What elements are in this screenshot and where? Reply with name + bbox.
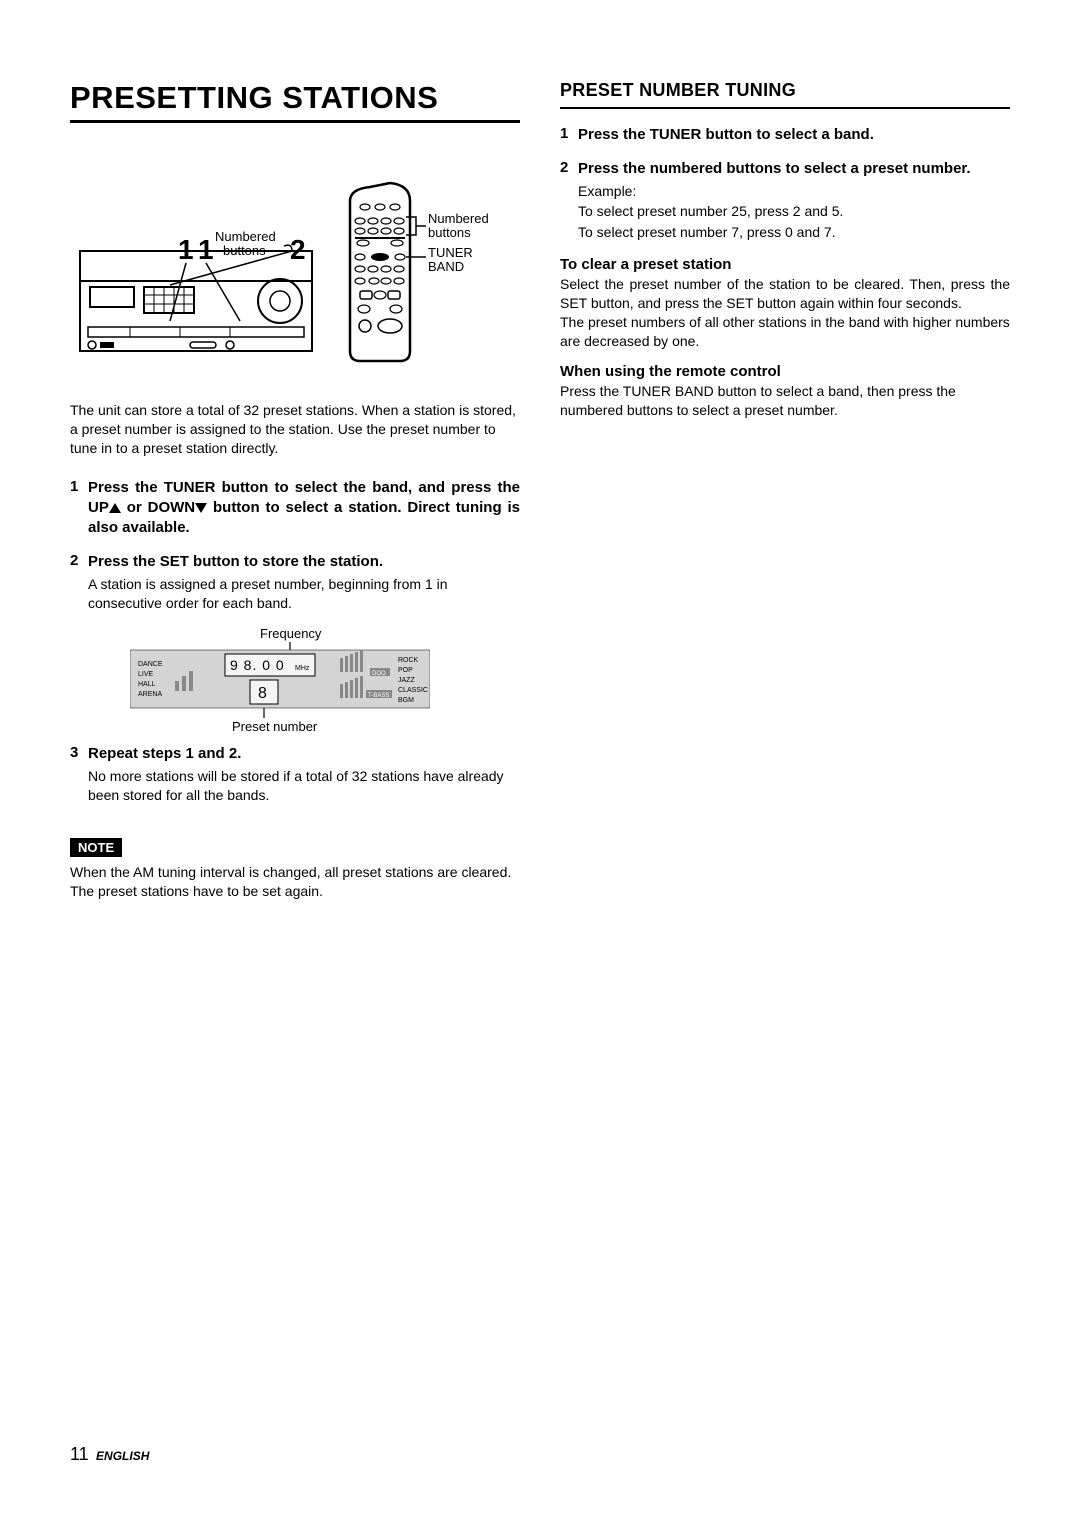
svg-text:MHz: MHz [295,665,310,672]
freq-label: Frequency [260,626,322,641]
right-column: PRESET NUMBER TUNING 1 Press the TUNER b… [560,80,1010,901]
step-2-text: A station is assigned a preset number, b… [88,575,520,613]
left-column: PRESETTING STATIONS [70,80,520,901]
example-line-1: To select preset number 25, press 2 and … [578,202,1010,221]
step-1-title: Press the TUNER button to select the ban… [88,478,520,539]
callout-step-1b: 1 [198,234,214,265]
clear-text-1: Select the preset number of the station … [560,275,1010,313]
left-steps-cont: 3 Repeat steps 1 and 2. No more stations… [70,744,520,804]
right-step-2-title: Press the numbered buttons to select a p… [578,159,1010,179]
example-line-2: To select preset number 7, press 0 and 7… [578,223,1010,242]
step-3-text: No more stations will be stored if a tot… [88,767,520,805]
left-steps: 1 Press the TUNER button to select the b… [70,478,520,613]
label-numbered-left-2: buttons [223,243,266,258]
svg-text:LIVE: LIVE [138,671,154,678]
svg-text:8: 8 [258,685,267,702]
left-step-2: 2 Press the SET button to store the stat… [70,552,520,612]
svg-text:DOO: DOO [372,671,386,677]
example-label: Example: [578,182,1010,201]
step-2-title: Press the SET button to store the statio… [88,552,520,572]
callout-step-1a: 1 [178,234,194,265]
svg-text:T-BASS: T-BASS [368,693,389,699]
svg-text:HALL: HALL [138,681,156,688]
figure-device-remote: Numbered buttons 1 1 2 Numbered buttons [70,151,520,371]
svg-text:DANCE: DANCE [138,661,163,668]
page-number: 11 [70,1444,89,1464]
label-tuner: TUNER [428,245,473,260]
svg-text:CLASSIC: CLASSIC [398,687,428,694]
figure-display: Frequency DANCE LIVE HALL ARENA 9 8. 0 0… [130,626,430,736]
label-band: BAND [428,259,464,274]
main-title: PRESETTING STATIONS [70,80,520,123]
step-3-title: Repeat steps 1 and 2. [88,744,520,764]
right-step-1-title: Press the TUNER button to select a band. [578,125,1010,145]
svg-text:JAZZ: JAZZ [398,677,415,684]
intro-text: The unit can store a total of 32 preset … [70,401,520,458]
page-content: PRESETTING STATIONS [0,0,1080,931]
preset-number-label: Preset number [232,719,318,734]
callout-step-2: 2 [290,234,306,265]
label-numbered-right-2: buttons [428,225,471,240]
remote-text: Press the TUNER BAND button to select a … [560,382,1010,420]
clear-text-2: The preset numbers of all other stations… [560,313,1010,351]
page-language: ENGLISH [96,1449,149,1463]
note-text: When the AM tuning interval is changed, … [70,863,520,901]
right-steps: 1 Press the TUNER button to select a ban… [560,125,1010,242]
stereo-unit-icon [80,251,312,351]
svg-text:POP: POP [398,667,413,674]
page-footer: 11 ENGLISH [70,1444,149,1465]
label-numbered-right-1: Numbered [428,211,489,226]
left-step-1: 1 Press the TUNER button to select the b… [70,478,520,539]
label-numbered-left-1: Numbered [215,229,276,244]
right-step-1: 1 Press the TUNER button to select a ban… [560,125,1010,145]
right-step-2: 2 Press the numbered buttons to select a… [560,159,1010,242]
svg-text:BGM: BGM [398,697,414,704]
remote-icon [350,183,410,361]
note-badge: NOTE [70,838,122,857]
left-step-3: 3 Repeat steps 1 and 2. No more stations… [70,744,520,804]
svg-text:ROCK: ROCK [398,657,419,664]
clear-heading: To clear a preset station [560,256,1010,273]
up-triangle-icon [109,503,121,513]
svg-text:ARENA: ARENA [138,691,162,698]
down-triangle-icon [195,503,207,513]
svg-text:9 8. 0 0: 9 8. 0 0 [230,657,285,673]
remote-heading: When using the remote control [560,363,1010,380]
section-title: PRESET NUMBER TUNING [560,80,1010,109]
